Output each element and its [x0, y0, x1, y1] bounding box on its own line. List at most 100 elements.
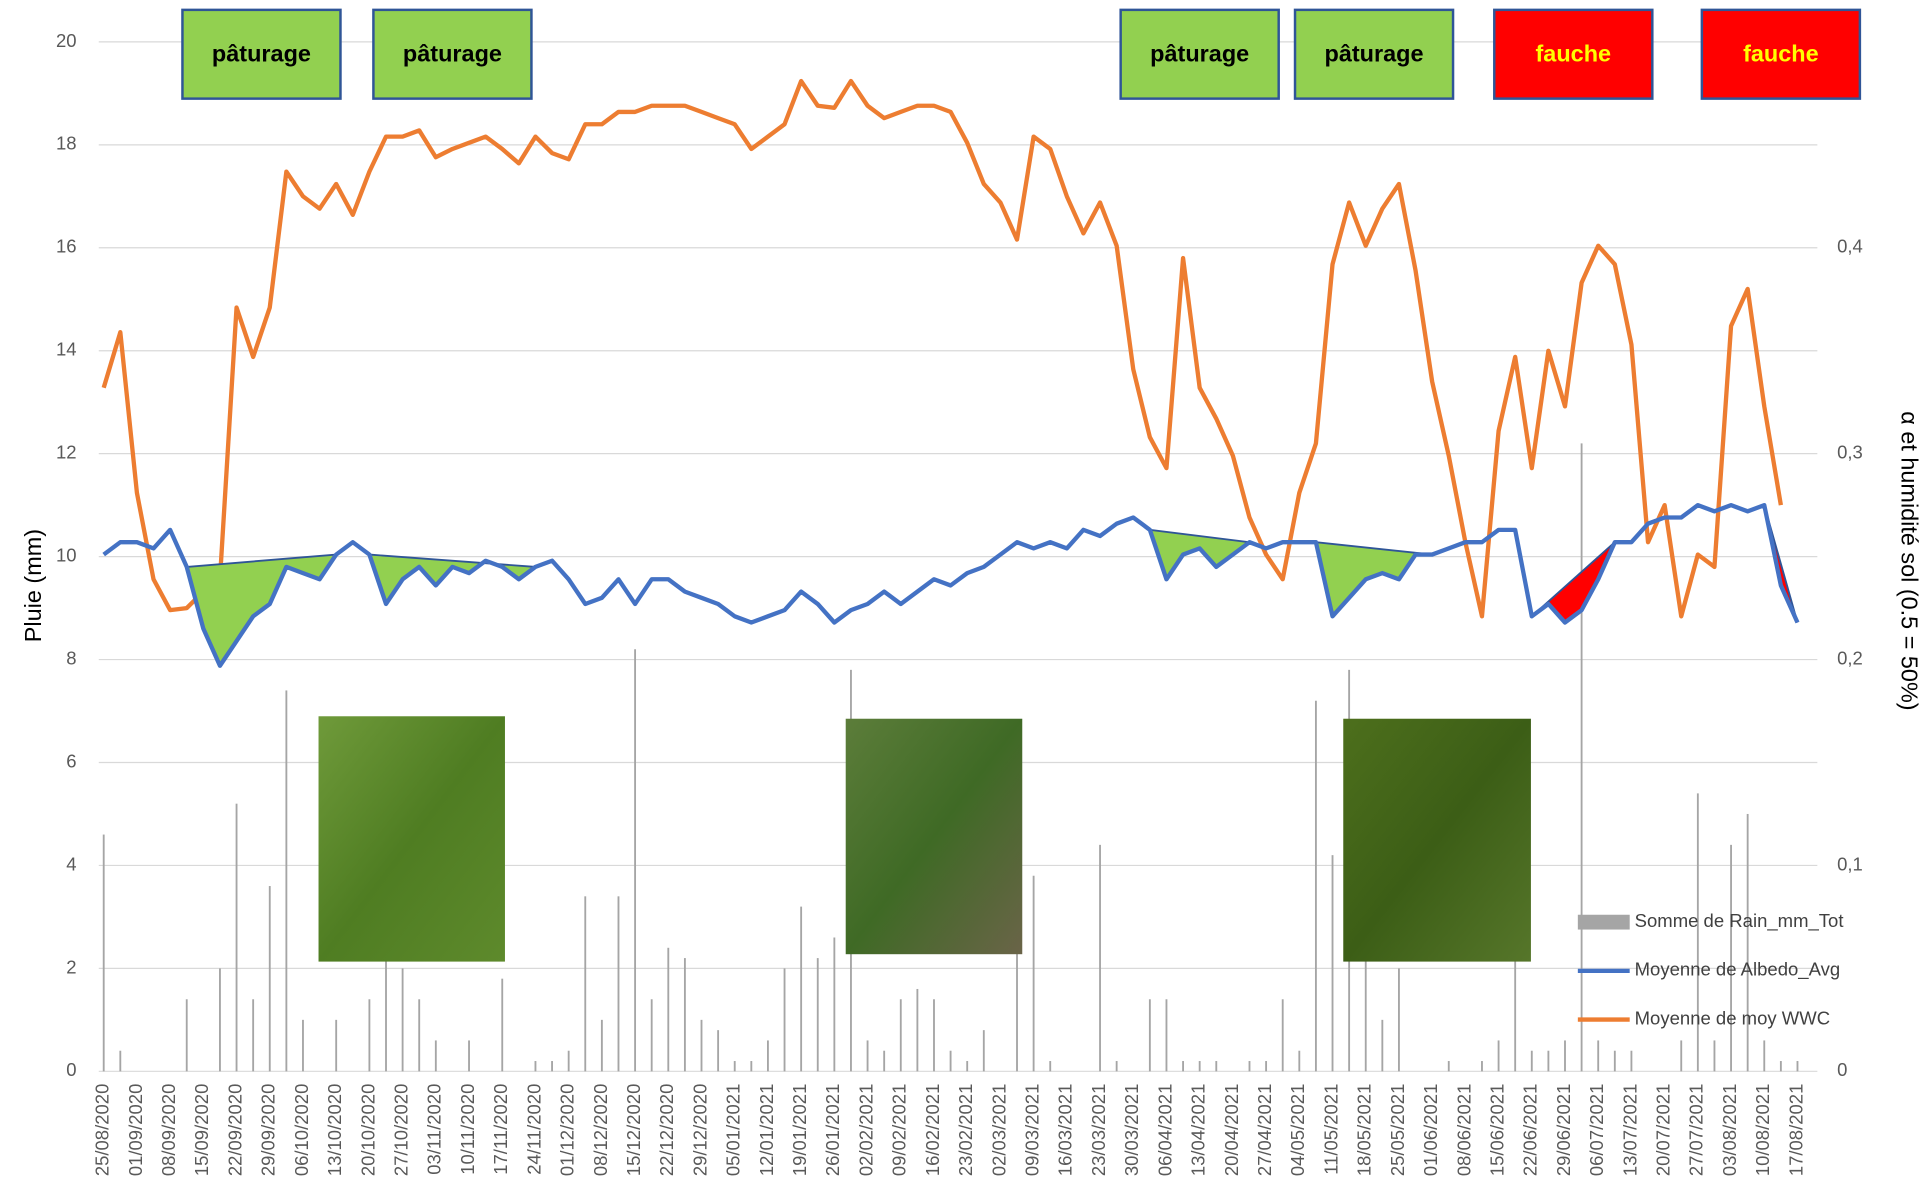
photo [1343, 719, 1531, 962]
rain-bar [285, 690, 287, 1071]
rain-bar [1249, 1061, 1251, 1071]
series-line [104, 505, 1798, 666]
page: {"chart_data": { "type": "bar_line", "y_… [0, 0, 1926, 1202]
x-tick-label: 20/04/2021 [1221, 1084, 1242, 1177]
x-tick-label: 15/12/2020 [623, 1084, 644, 1177]
x-tick-label: 24/11/2020 [523, 1084, 544, 1175]
rain-bar [1315, 701, 1317, 1072]
x-tick-label: 25/08/2020 [92, 1084, 113, 1177]
rain-bar [1149, 999, 1151, 1071]
y-tick-label: 18 [56, 133, 77, 154]
rain-bar [368, 999, 370, 1071]
x-tick-label: 03/08/2021 [1719, 1084, 1740, 1177]
rain-bar [634, 649, 636, 1071]
rain-bar [568, 1051, 570, 1072]
x-tick-label: 06/07/2021 [1586, 1084, 1607, 1177]
rain-bar [402, 968, 404, 1071]
rain-bar [1747, 814, 1749, 1071]
rain-bar [435, 1040, 437, 1071]
rain-bar [933, 999, 935, 1071]
rain-bar [900, 999, 902, 1071]
x-tick-label: 29/12/2020 [689, 1084, 710, 1177]
y-tick-label: 4 [66, 853, 76, 874]
rain-bar [800, 907, 802, 1072]
period-label: fauche [1743, 41, 1819, 67]
rain-bar [1099, 845, 1101, 1071]
rain-bar [1298, 1051, 1300, 1072]
rain-bar [684, 958, 686, 1071]
x-tick-label: 29/06/2021 [1553, 1084, 1574, 1177]
rain-bar [767, 1040, 769, 1071]
rain-bar [1398, 968, 1400, 1071]
x-tick-label: 17/11/2020 [490, 1084, 511, 1175]
x-tick-label: 13/04/2021 [1188, 1084, 1209, 1177]
rain-bar [833, 937, 835, 1071]
x-tick-label: 02/02/2021 [855, 1084, 876, 1177]
rain-bar [950, 1051, 952, 1072]
x-tick-label: 27/07/2021 [1686, 1084, 1707, 1177]
x-tick-label: 06/04/2021 [1154, 1084, 1175, 1177]
rain-bar [1049, 1061, 1051, 1071]
period-label: pâturage [1150, 41, 1249, 67]
rain-bar [1531, 1051, 1533, 1072]
rain-bar [1597, 1040, 1599, 1071]
rain-bar [1780, 1061, 1782, 1071]
y2-tick-label: 0,2 [1837, 647, 1863, 668]
rain-bar [1116, 1061, 1118, 1071]
rain-bar [1182, 1061, 1184, 1071]
x-tick-label: 08/12/2020 [590, 1084, 611, 1177]
x-tick-label: 20/07/2021 [1653, 1084, 1674, 1177]
rain-bar [1797, 1061, 1799, 1071]
x-tick-label: 03/11/2020 [424, 1084, 445, 1175]
rain-bar [119, 1051, 121, 1072]
period-label: pâturage [1325, 41, 1424, 67]
x-tick-label: 15/09/2020 [191, 1084, 212, 1177]
rain-bar [717, 1030, 719, 1071]
x-tick-label: 29/09/2020 [258, 1084, 279, 1177]
legend-label: Somme de Rain_mm_Tot [1635, 910, 1844, 932]
x-tick-label: 13/10/2020 [324, 1084, 345, 1177]
x-tick-label: 08/09/2020 [158, 1084, 179, 1177]
rain-bar [1033, 876, 1035, 1072]
y2-tick-label: 0 [1837, 1059, 1847, 1080]
x-tick-label: 12/01/2021 [756, 1084, 777, 1177]
rain-bar [983, 1030, 985, 1071]
rain-bar [1680, 1040, 1682, 1071]
x-tick-label: 06/10/2020 [291, 1084, 312, 1177]
x-tick-label: 18/05/2021 [1354, 1084, 1375, 1177]
x-tick-label: 22/06/2021 [1520, 1084, 1541, 1177]
rain-bar [750, 1061, 752, 1071]
x-tick-label: 27/10/2020 [390, 1084, 411, 1177]
x-tick-label: 20/10/2020 [357, 1084, 378, 1177]
rain-bar [302, 1020, 304, 1071]
overlay: 25/08/202001/09/202008/09/202015/09/2020… [92, 10, 1860, 1176]
rain-bar [252, 999, 254, 1071]
rain-bar [501, 979, 503, 1072]
y-tick-label: 12 [56, 442, 77, 463]
x-tick-label: 30/03/2021 [1121, 1084, 1142, 1177]
y2-tick-label: 0,4 [1837, 236, 1863, 257]
period-label: pâturage [212, 41, 311, 67]
rain-bar [784, 968, 786, 1071]
x-tick-label: 23/02/2021 [955, 1084, 976, 1177]
x-tick-label: 27/04/2021 [1254, 1084, 1275, 1177]
rain-bar [335, 1020, 337, 1071]
x-tick-label: 22/12/2020 [656, 1084, 677, 1177]
rain-bar [1166, 999, 1168, 1071]
rain-bar [883, 1051, 885, 1072]
rain-bar [103, 835, 105, 1072]
rain-bar [418, 999, 420, 1071]
x-tick-label: 10/08/2021 [1752, 1084, 1773, 1177]
rain-bar [269, 886, 271, 1071]
rain-bar [1581, 443, 1583, 1071]
x-tick-label: 10/11/2020 [457, 1084, 478, 1175]
x-tick-label: 26/01/2021 [822, 1084, 843, 1177]
y-tick-label: 6 [66, 750, 76, 771]
rain-bar [1448, 1061, 1450, 1071]
x-tick-label: 17/08/2021 [1785, 1084, 1806, 1177]
y-tick-label: 10 [56, 545, 77, 566]
period-area [369, 555, 535, 604]
x-tick-label: 13/07/2021 [1619, 1084, 1640, 1177]
chart: Pluie (mm) α et humidité sol (0.5 = 50%)… [0, 0, 1926, 1202]
rain-bar [385, 943, 387, 1072]
